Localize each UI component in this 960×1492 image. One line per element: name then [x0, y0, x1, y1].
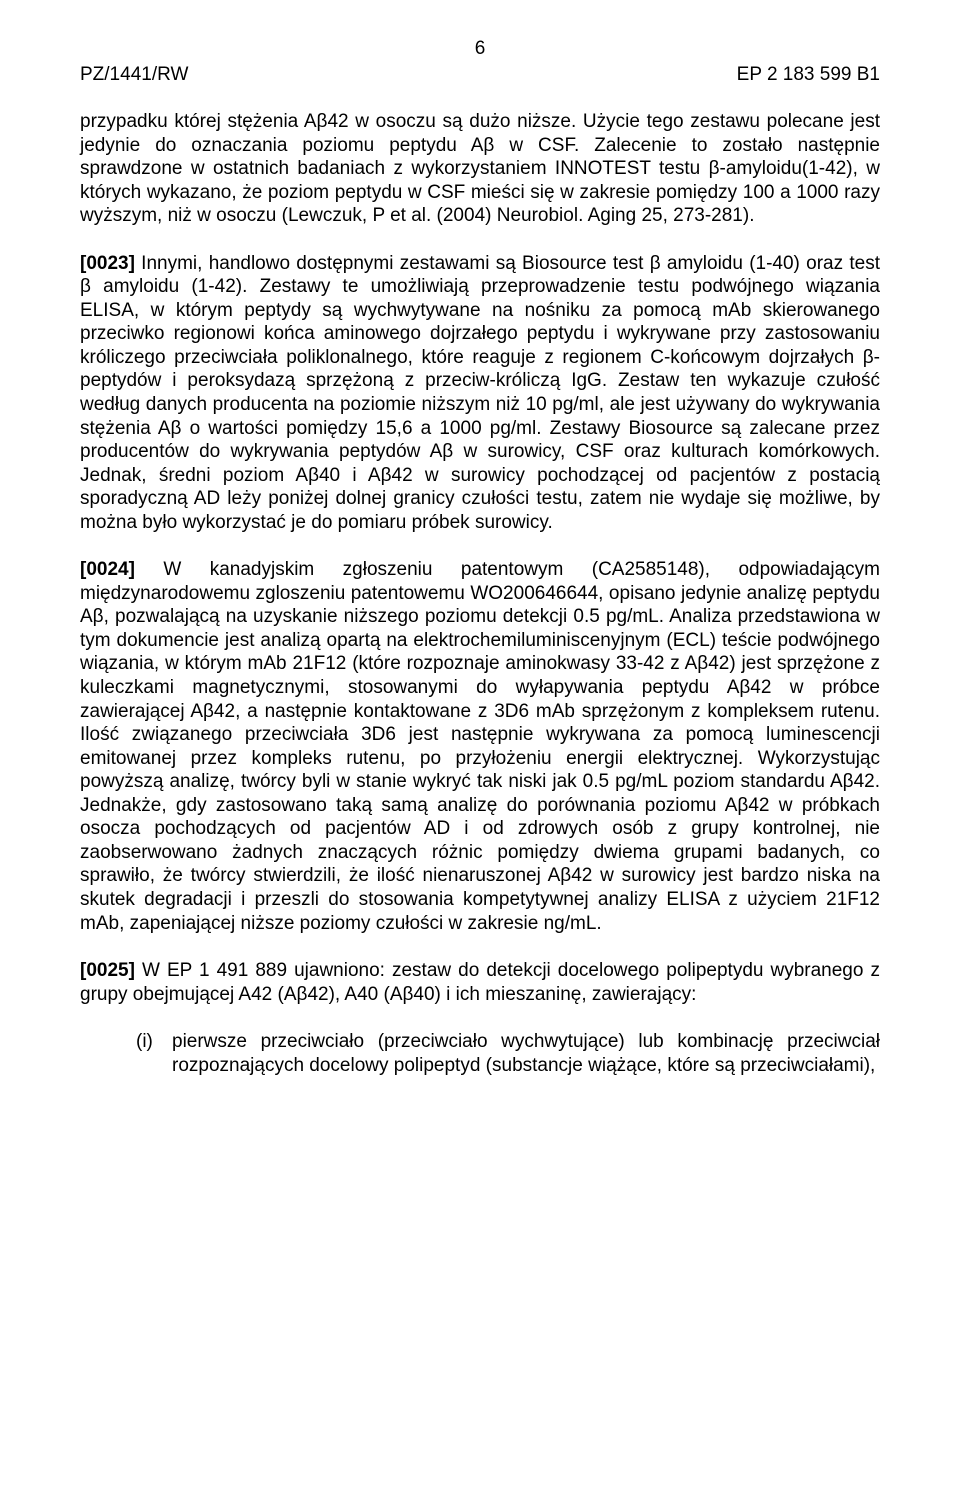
- list-marker: (i): [136, 1030, 172, 1077]
- document-page: 6 PZ/1441/RW EP 2 183 599 B1 przypadku k…: [0, 0, 960, 1127]
- para-label-0023: [0023]: [80, 253, 135, 274]
- paragraph-0023: [0023] Innymi, handlowo dostępnymi zesta…: [80, 252, 880, 535]
- para-body-0023: Innymi, handlowo dostępnymi zestawami są…: [80, 253, 880, 533]
- para-body-0024: W kanadyjskim zgłoszeniu patentowym (CA2…: [80, 559, 880, 933]
- para-body-0025: W EP 1 491 889 ujawniono: zestaw do dete…: [80, 960, 880, 1005]
- header-left: PZ/1441/RW: [80, 64, 188, 86]
- page-header: PZ/1441/RW EP 2 183 599 B1: [80, 64, 880, 86]
- para-label-0024: [0024]: [80, 559, 135, 580]
- header-right: EP 2 183 599 B1: [737, 64, 880, 86]
- paragraph-0025: [0025] W EP 1 491 889 ujawniono: zestaw …: [80, 959, 880, 1006]
- paragraph-0024: [0024] W kanadyjskim zgłoszeniu patentow…: [80, 558, 880, 935]
- paragraph-continuation: przypadku której stężenia Aβ42 w osoczu …: [80, 110, 880, 228]
- list-item-i: (i) pierwsze przeciwciało (przeciwciało …: [136, 1030, 880, 1077]
- page-number: 6: [80, 38, 880, 60]
- para-label-0025: [0025]: [80, 960, 135, 981]
- list-body: pierwsze przeciwciało (przeciwciało wych…: [172, 1030, 880, 1077]
